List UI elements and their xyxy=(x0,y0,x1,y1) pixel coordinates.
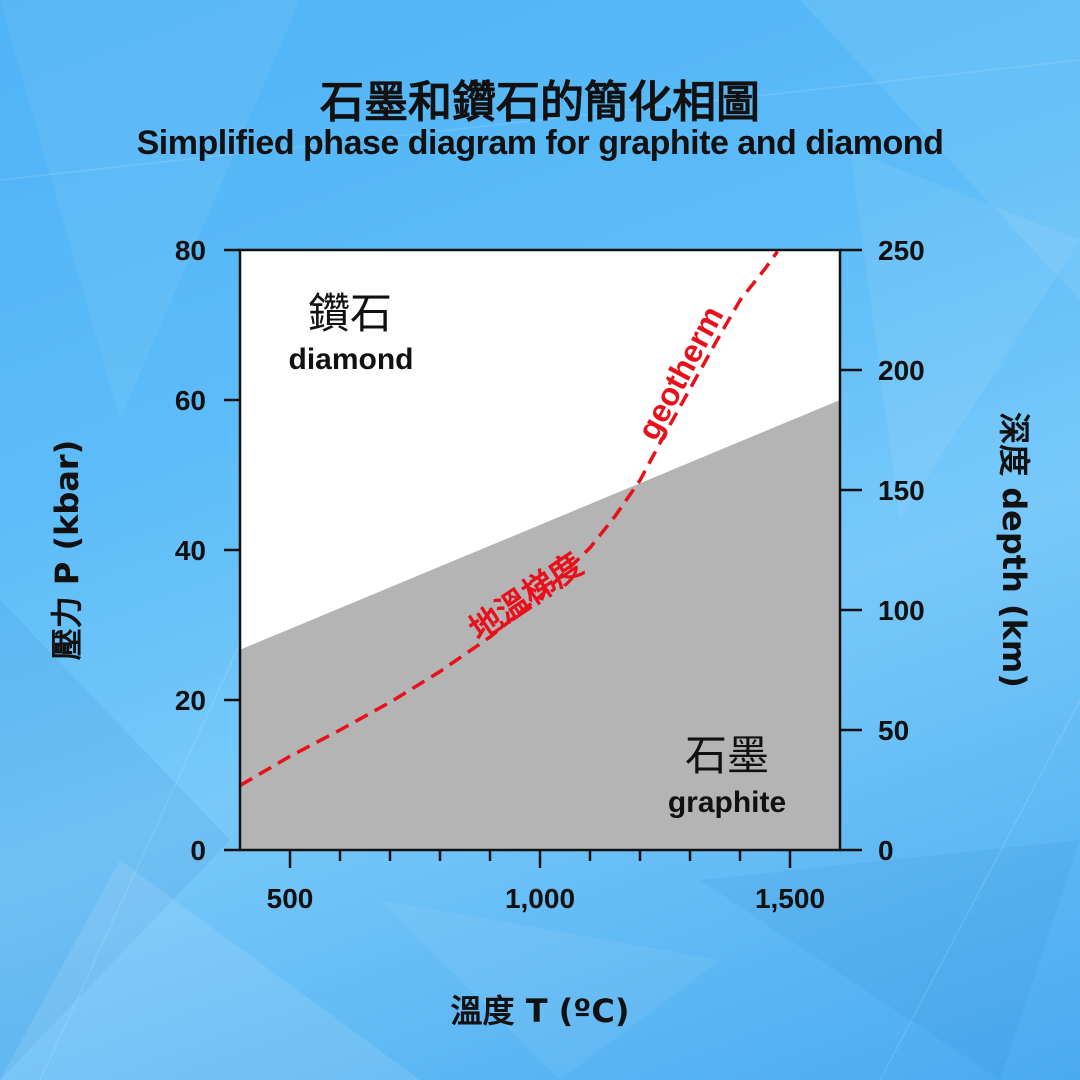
y2-tick-label: 50 xyxy=(878,715,909,746)
y-tick-label: 0 xyxy=(190,835,206,866)
x-axis-title: 溫度 T (ºC) xyxy=(451,992,630,1030)
y2-tick-label: 250 xyxy=(878,235,925,266)
x-tick-label: 1,000 xyxy=(505,883,575,914)
x-tick-label: 500 xyxy=(267,883,314,914)
graphite-label-zh: 石墨 xyxy=(685,731,769,780)
x-tick-label: 1,500 xyxy=(755,883,825,914)
y-axis-title: 壓力 P (kbar) xyxy=(48,440,86,661)
graphite-region xyxy=(240,400,840,850)
chart-title: 石墨和鑽石的簡化相圖 xyxy=(320,77,760,128)
chart-subtitle: Simplified phase diagram for graphite an… xyxy=(136,124,944,162)
y2-tick-label: 150 xyxy=(878,475,925,506)
y-tick-label: 60 xyxy=(175,385,206,416)
y-tick-label: 20 xyxy=(175,685,206,716)
axis-ticks: 500 1,000 1,500 0 20 40 60 80 0 50 100 150 200 250 xyxy=(175,235,925,914)
y-tick-label: 40 xyxy=(175,535,206,566)
y2-tick-label: 100 xyxy=(878,595,925,626)
diamond-label-en: diamond xyxy=(289,343,414,376)
geotherm-curve xyxy=(239,250,779,788)
y2-axis-title: 深度 depth (km) xyxy=(995,412,1033,688)
y-tick-label: 80 xyxy=(175,235,206,266)
diamond-label-zh: 鑽石 xyxy=(308,289,392,338)
graphite-label-en: graphite xyxy=(668,786,786,819)
y2-tick-label: 200 xyxy=(878,355,925,386)
y2-tick-label: 0 xyxy=(878,835,894,866)
